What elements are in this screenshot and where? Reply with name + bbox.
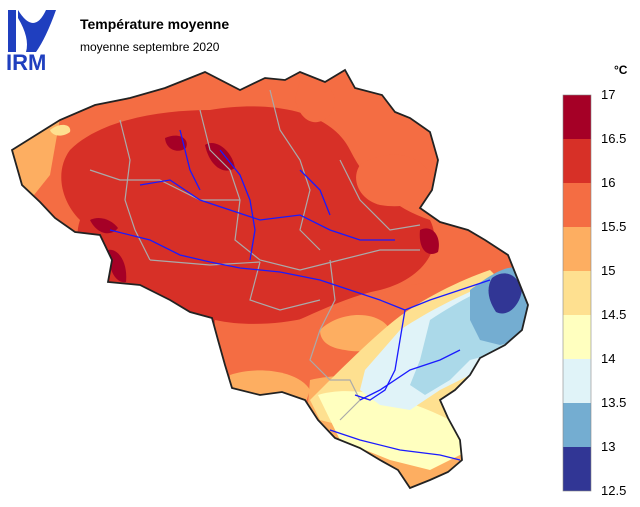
legend-label: 17 (601, 87, 616, 102)
logo-text: IRM (6, 50, 47, 75)
legend-unit: °C (614, 63, 628, 77)
province-borders (89, 89, 421, 421)
legend-label: 12.5 (601, 483, 627, 498)
rivers (109, 129, 491, 461)
legend-label: 15.5 (601, 219, 627, 234)
legend-label: 14 (601, 351, 616, 366)
map-title: Température moyenne (80, 16, 230, 32)
legend-label: 13.5 (601, 395, 627, 410)
legend-label: 15 (601, 263, 616, 278)
legend-label: 14.5 (601, 307, 627, 322)
legend-label: 13 (601, 439, 616, 454)
legend-label: 16 (601, 175, 616, 190)
map-subtitle: moyenne septembre 2020 (80, 40, 220, 54)
legend-label: 16.5 (601, 131, 627, 146)
irm-logo-icon (8, 10, 56, 52)
